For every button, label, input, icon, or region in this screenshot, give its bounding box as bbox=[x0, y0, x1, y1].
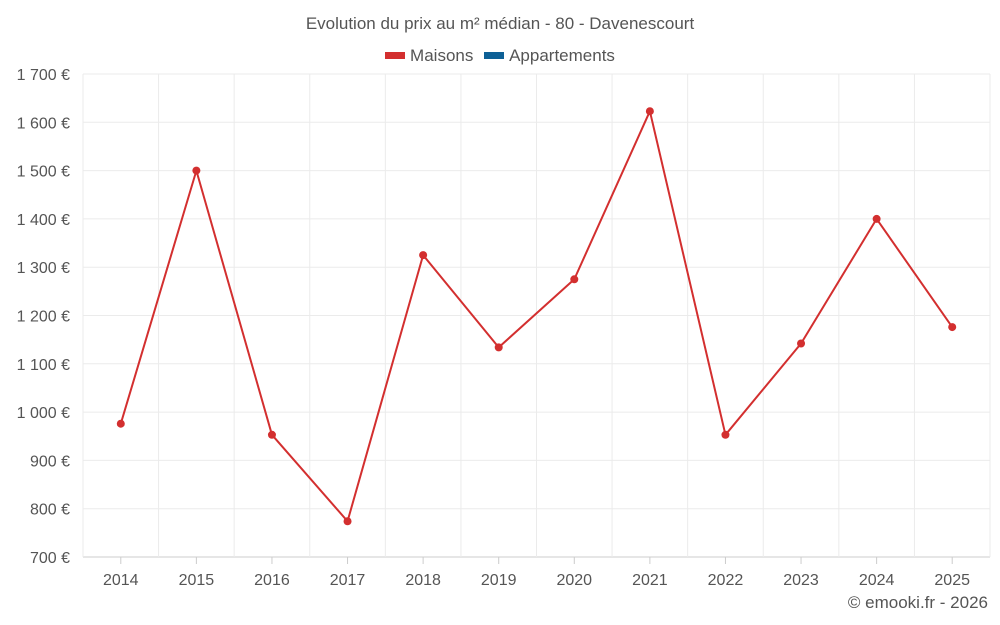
legend-item-appartements[interactable]: Appartements bbox=[484, 46, 615, 66]
x-tick-label: 2024 bbox=[859, 572, 895, 589]
x-tick-label: 2022 bbox=[708, 572, 744, 589]
y-tick-label: 1 300 € bbox=[17, 260, 70, 277]
data-point bbox=[872, 214, 881, 223]
data-point bbox=[570, 275, 579, 284]
data-point bbox=[192, 166, 201, 175]
series-line bbox=[119, 110, 954, 523]
data-point bbox=[797, 339, 806, 348]
y-tick-label: 800 € bbox=[30, 502, 70, 519]
data-point bbox=[343, 517, 352, 526]
y-tick-label: 1 500 € bbox=[17, 164, 70, 181]
series-maisons bbox=[116, 107, 957, 526]
x-tick-label: 2023 bbox=[783, 572, 819, 589]
legend-item-maisons[interactable]: Maisons bbox=[385, 46, 473, 66]
y-tick-label: 700 € bbox=[30, 550, 70, 567]
data-point bbox=[267, 430, 276, 439]
y-tick-label: 1 600 € bbox=[17, 115, 70, 132]
x-tick-label: 2021 bbox=[632, 572, 668, 589]
x-tick-label: 2025 bbox=[934, 572, 970, 589]
credit-text: © emooki.fr - 2026 bbox=[847, 593, 988, 612]
data-point bbox=[494, 343, 503, 352]
legend-swatch-appartements bbox=[484, 52, 505, 59]
x-tick-label: 2017 bbox=[330, 572, 366, 589]
legend-label-maisons: Maisons bbox=[410, 45, 474, 65]
x-tick-label: 2014 bbox=[103, 572, 139, 589]
x-tick-label: 2019 bbox=[481, 572, 517, 589]
axes: 700 € 800 € 900 € 1 000 € 1 100 € 1 200 € 1 30… bbox=[17, 67, 970, 589]
data-point bbox=[948, 323, 957, 332]
y-tick-label: 1 000 € bbox=[17, 405, 70, 422]
x-tick-label: 2018 bbox=[405, 572, 441, 589]
legend: Maisons Appartements bbox=[0, 44, 1000, 66]
x-tick-label: 2016 bbox=[254, 572, 290, 589]
x-tick-label: 2020 bbox=[556, 572, 592, 589]
legend-swatch-maisons bbox=[385, 52, 406, 59]
data-point bbox=[721, 430, 730, 439]
y-tick-label: 1 700 € bbox=[17, 67, 70, 84]
x-tick-label: 2015 bbox=[179, 572, 215, 589]
y-tick-label: 900 € bbox=[30, 453, 70, 470]
data-point bbox=[645, 107, 654, 116]
legend-label-appartements: Appartements bbox=[509, 45, 615, 65]
grid bbox=[82, 73, 991, 558]
data-point bbox=[419, 251, 428, 260]
data-point bbox=[116, 419, 125, 428]
y-tick-label: 1 400 € bbox=[17, 212, 70, 229]
chart-title: Evolution du prix au m² médian - 80 - Da… bbox=[305, 14, 695, 33]
y-tick-label: 1 200 € bbox=[17, 309, 70, 326]
y-tick-label: 1 100 € bbox=[17, 357, 70, 374]
